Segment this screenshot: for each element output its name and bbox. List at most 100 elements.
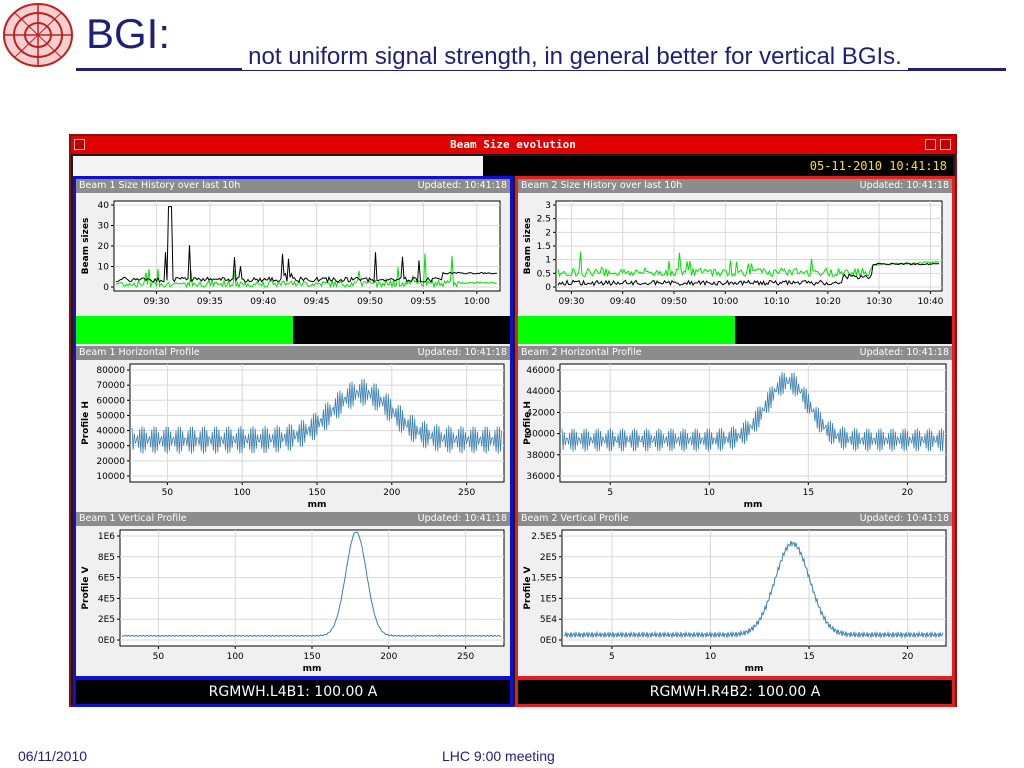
y-tick-label: 30 xyxy=(98,222,110,232)
panel-updated: Updated: 10:41:18 xyxy=(417,180,507,191)
x-tick-label: 100 xyxy=(227,652,244,662)
x-tick-label: 10:00 xyxy=(464,297,490,307)
x-axis-label: mm xyxy=(745,664,764,674)
slide-subtitle-text: not uniform signal strength, in general … xyxy=(242,43,908,70)
beam1-frame-band xyxy=(76,676,510,680)
y-tick-label: 0 xyxy=(545,283,551,293)
status-bar: 05-11-2010 10:41:18 xyxy=(73,156,953,176)
beam2-size-history-header: Beam 2 Size History over last 10h Update… xyxy=(518,179,952,193)
y-tick-label: 5E4 xyxy=(540,615,557,625)
y-tick-label: 4E5 xyxy=(98,594,115,604)
beam2-vertical-header: Beam 2 Vertical Profile Updated: 10:41:1… xyxy=(518,512,952,526)
y-tick-label: 6E5 xyxy=(98,574,115,584)
y-tick-label: 1.5E5 xyxy=(531,574,557,584)
y-tick-label: 2E5 xyxy=(540,553,557,563)
x-tick-label: 09:30 xyxy=(558,297,584,307)
beam2-frame-band xyxy=(518,676,952,680)
window-title: Beam Size evolution xyxy=(450,138,576,151)
y-tick-label: 10 xyxy=(98,263,110,273)
panel-title: Beam 2 Vertical Profile xyxy=(521,513,629,524)
black-series-line xyxy=(557,262,939,287)
profile-h-line xyxy=(131,378,502,454)
status-message-field xyxy=(73,156,483,176)
x-tick-label: 5 xyxy=(607,488,613,498)
panel-updated: Updated: 10:41:18 xyxy=(859,513,949,524)
y-tick-label: 40 xyxy=(98,201,110,211)
beam2-size-history-plot: 3 2.5 2 1.5 1 0.5 0 09:30 09:40 09:50 10:00 10:10 10… xyxy=(518,193,952,316)
footer-date: 06/11/2010 xyxy=(18,748,88,764)
x-tick-label: 09:55 xyxy=(410,297,436,307)
panel-title: Beam 1 Size History over last 10h xyxy=(79,180,241,191)
panel-title: Beam 2 Horizontal Profile xyxy=(521,347,642,358)
y-tick-label: 3 xyxy=(545,201,551,211)
y-tick-label: 40000 xyxy=(526,430,555,440)
profile-v-line xyxy=(121,531,502,637)
y-tick-label: 50000 xyxy=(96,411,125,421)
panel-updated: Updated: 10:41:18 xyxy=(859,180,949,191)
y-tick-label: 1 xyxy=(545,256,551,266)
black-series-line xyxy=(115,206,498,284)
x-tick-label: 150 xyxy=(308,488,325,498)
y-axis-label: Profile H xyxy=(523,401,533,445)
x-tick-label: 10:20 xyxy=(815,297,841,307)
beam1-size-history-plot: 40 30 20 10 0 09:30 09:35 09:40 09:45 09:50 09:55 1… xyxy=(76,193,510,316)
profile-h-line xyxy=(561,372,945,452)
y-axis-label: Profile V xyxy=(523,566,533,609)
y-tick-label: 1E5 xyxy=(540,594,557,604)
y-tick-label: 70000 xyxy=(96,381,125,391)
beam2-status-fill xyxy=(518,316,735,344)
x-tick-label: 09:30 xyxy=(143,297,169,307)
y-tick-label: 8E5 xyxy=(98,553,115,563)
y-tick-label: 44000 xyxy=(526,387,555,397)
y-axis-label: Profile H xyxy=(81,401,91,445)
x-tick-label: 09:35 xyxy=(197,297,223,307)
y-tick-label: 42000 xyxy=(526,408,555,418)
beam2-horizontal-header: Beam 2 Horizontal Profile Updated: 10:41… xyxy=(518,346,952,360)
x-tick-label: 200 xyxy=(383,488,400,498)
x-tick-label: 50 xyxy=(162,488,174,498)
beam1-size-history-header: Beam 1 Size History over last 10h Update… xyxy=(76,179,510,193)
x-tick-label: 50 xyxy=(153,652,165,662)
y-axis-label: Beam sizes xyxy=(523,218,533,275)
y-tick-label: 30000 xyxy=(96,442,125,452)
minimize-icon[interactable] xyxy=(925,139,936,150)
panel-updated: Updated: 10:41:18 xyxy=(859,347,949,358)
x-tick-label: 09:45 xyxy=(304,297,330,307)
beam2-magnet-readout: RGMWH.R4B2: 100.00 A xyxy=(518,680,952,704)
x-tick-label: 10:00 xyxy=(712,297,738,307)
panel-title: Beam 2 Size History over last 10h xyxy=(521,180,683,191)
x-tick-label: 09:50 xyxy=(661,297,687,307)
footer-meeting: LHC 9:00 meeting xyxy=(442,748,555,764)
beam2-status-bar xyxy=(518,316,952,344)
y-tick-label: 1.5 xyxy=(537,242,551,252)
window-titlebar[interactable]: Beam Size evolution xyxy=(71,136,955,154)
y-tick-label: 2 xyxy=(545,228,551,238)
y-tick-label: 0.5 xyxy=(537,269,551,279)
y-tick-label: 0E0 xyxy=(540,636,557,646)
beam1-magnet-readout: RGMWH.L4B1: 100.00 A xyxy=(76,680,510,704)
x-tick-label: 09:40 xyxy=(250,297,276,307)
y-tick-label: 20000 xyxy=(96,457,125,467)
y-tick-label: 2E5 xyxy=(98,615,115,625)
beam2-vertical-plot: 2.5E5 2E5 1.5E5 1E5 5E4 0E0 5 10 15 20 Profile V mm xyxy=(518,526,952,676)
y-tick-label: 40000 xyxy=(96,427,125,437)
x-tick-label: 250 xyxy=(458,488,475,498)
panel-title: Beam 1 Vertical Profile xyxy=(79,513,187,524)
x-tick-label: 09:40 xyxy=(610,297,636,307)
x-tick-label: 15 xyxy=(803,488,814,498)
close-icon[interactable] xyxy=(940,139,951,150)
beam2-column: Beam 2 Size History over last 10h Update… xyxy=(515,176,955,707)
x-tick-label: 10:30 xyxy=(866,297,892,307)
beam1-vertical-header: Beam 1 Vertical Profile Updated: 10:41:1… xyxy=(76,512,510,526)
y-tick-label: 0 xyxy=(103,283,109,293)
y-tick-label: 2.5E5 xyxy=(531,532,557,542)
window-menu-icon[interactable] xyxy=(74,139,85,150)
x-tick-label: 10:10 xyxy=(764,297,790,307)
panel-title: Beam 1 Horizontal Profile xyxy=(79,347,200,358)
x-tick-label: 10:40 xyxy=(917,297,943,307)
y-tick-label: 1E6 xyxy=(98,532,115,542)
x-axis-label: mm xyxy=(308,500,327,510)
green-series-line xyxy=(115,253,498,289)
beam1-vertical-plot: 1E6 8E5 6E5 4E5 2E5 0E0 50 100 150 200 250 Profile … xyxy=(76,526,510,676)
